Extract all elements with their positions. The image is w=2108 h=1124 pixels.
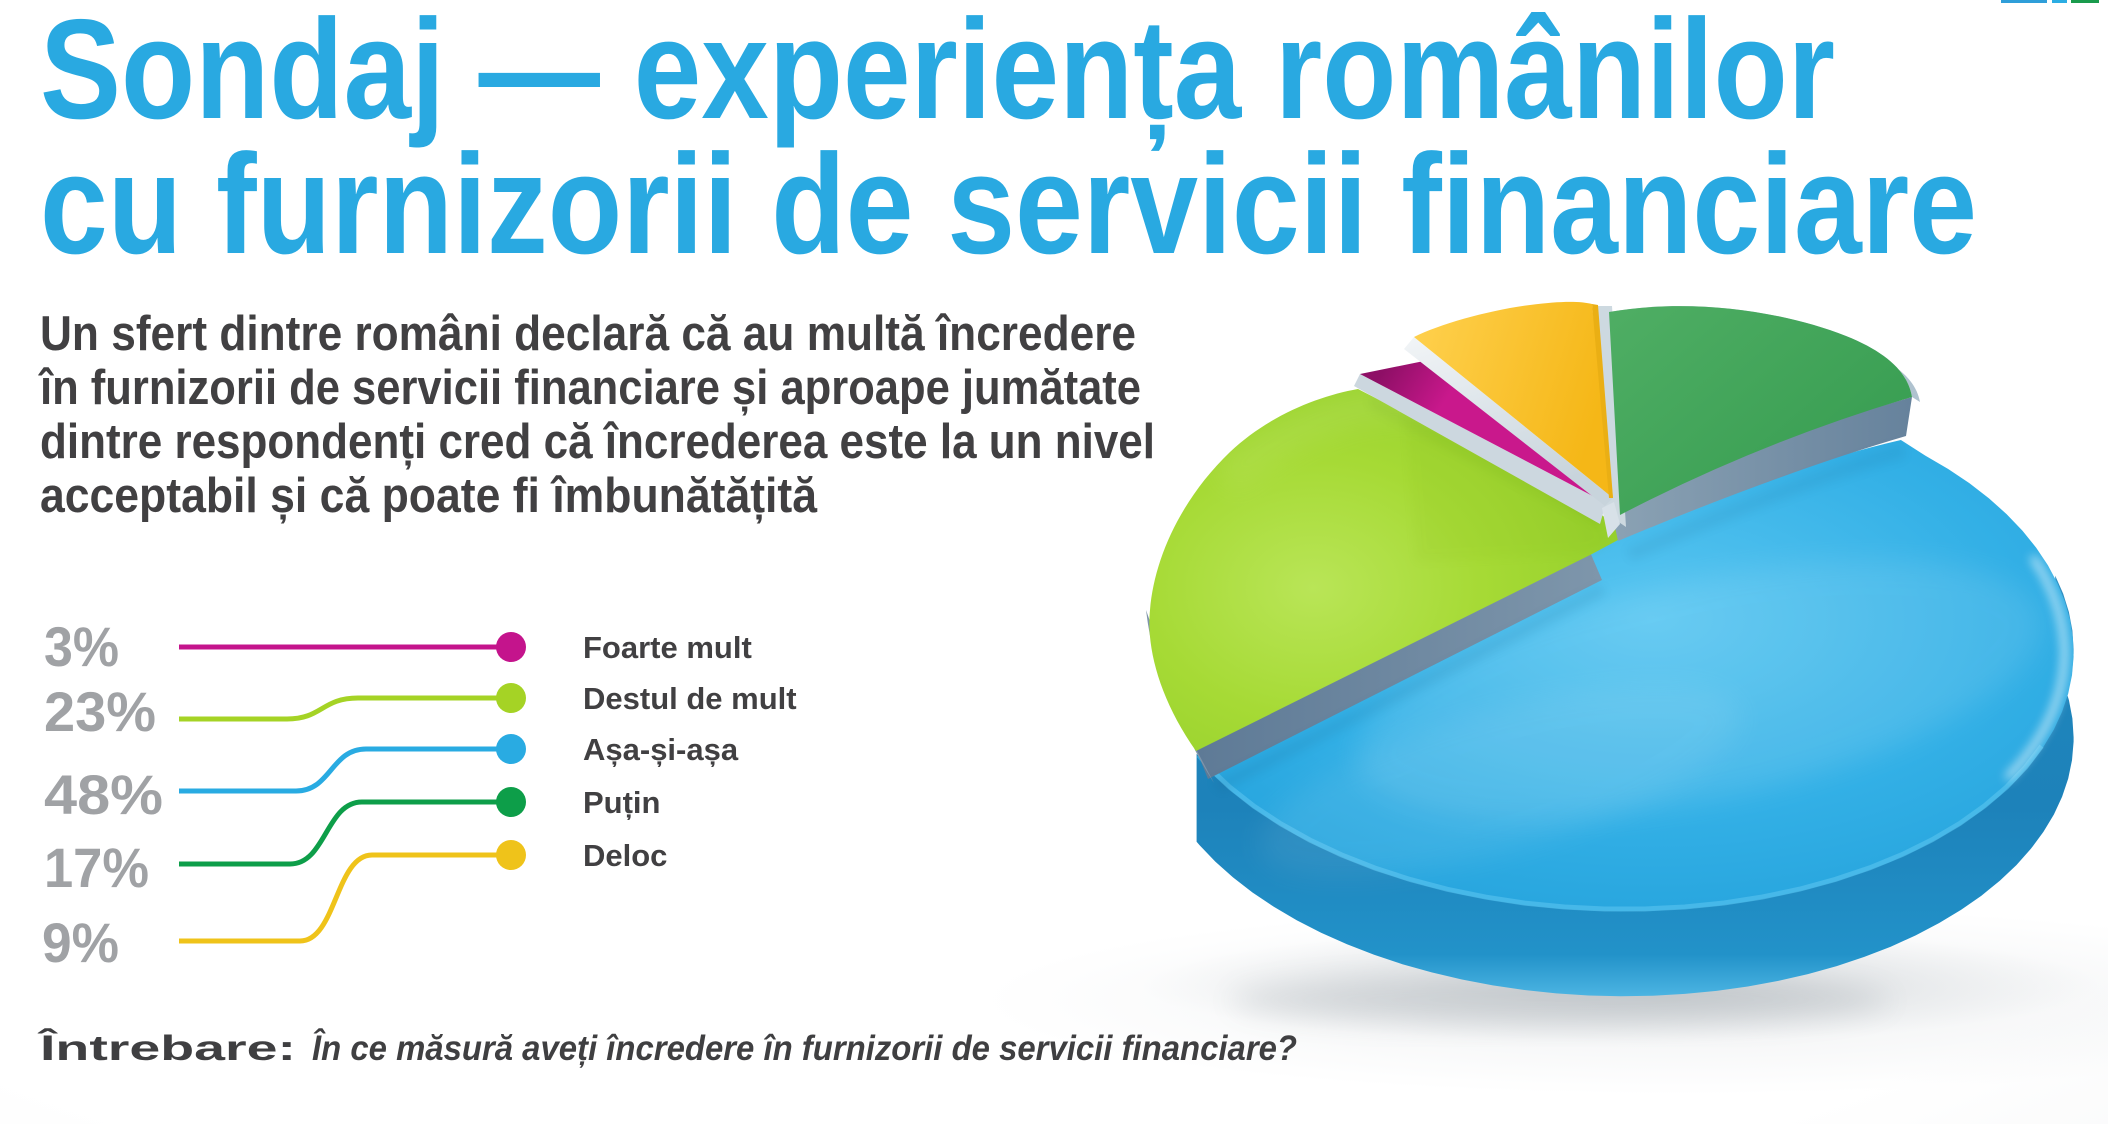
svg-text:17%: 17%	[44, 836, 149, 899]
svg-text:Întrebare:: Întrebare:	[37, 1028, 296, 1068]
svg-text:Deloc: Deloc	[583, 838, 667, 873]
svg-text:cu furnizorii de servicii fina: cu furnizorii de servicii financiare	[40, 125, 1977, 284]
svg-text:în furnizorii de servicii fina: în furnizorii de servicii financiare și …	[38, 361, 1141, 415]
svg-text:3%: 3%	[44, 615, 119, 678]
svg-text:Destul de mult: Destul de mult	[583, 681, 797, 716]
svg-text:În ce măsură aveți încredere î: În ce măsură aveți încredere în furnizor…	[312, 1028, 1297, 1068]
svg-text:Un sfert dintre români declară: Un sfert dintre români declară că au mul…	[40, 307, 1136, 361]
svg-text:Sondaj — experiența românilor: Sondaj — experiența românilor	[40, 0, 1835, 151]
svg-text:23%: 23%	[44, 680, 156, 743]
svg-text:48%: 48%	[44, 763, 163, 826]
svg-text:acceptabil și că poate fi îmbu: acceptabil și că poate fi îmbunătățită	[40, 469, 818, 523]
svg-text:Foarte mult: Foarte mult	[583, 630, 752, 665]
svg-text:Așa-și-așa: Așa-și-așa	[583, 732, 739, 767]
svg-text:dintre respondenți cred că înc: dintre respondenți cred că încrederea es…	[40, 415, 1155, 469]
svg-text:9%: 9%	[42, 911, 119, 974]
svg-text:Puțin: Puțin	[583, 785, 661, 820]
